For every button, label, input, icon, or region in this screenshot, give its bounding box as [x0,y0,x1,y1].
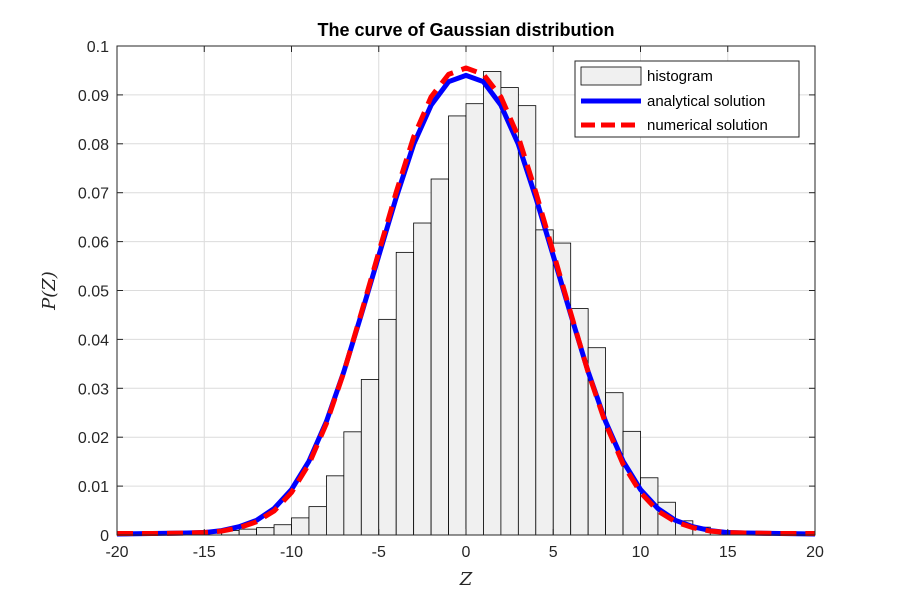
y-tick-label: 0 [100,528,109,545]
legend-label-histogram: histogram [647,68,713,85]
numerical-solution-line [117,65,815,537]
x-tick-label: -10 [280,544,303,561]
histogram-bar [360,379,380,536]
histogram-bar [483,71,502,536]
y-tick-label: 0.05 [78,284,109,301]
x-tick-label: 20 [806,544,824,561]
histogram-bar [343,431,362,536]
histogram-bar [500,87,519,536]
x-tick-label: -5 [372,544,386,561]
histogram-bar [325,475,345,536]
x-axis-label: Z [459,569,473,590]
y-tick-label: 0.08 [78,137,109,154]
x-tick-label: 15 [719,544,737,561]
analytical-solution-line [116,72,816,537]
legend-label-analytical: analytical solution [647,93,765,110]
x-tick-label: -15 [193,544,216,561]
histogram-bar [535,229,554,536]
legend-label-numerical: numerical solution [647,117,768,134]
axis-ticks: -20 -15 -10 -5 0 5 10 15 20 0 0.01 0.02 0.03 0.04 0.05… [78,39,824,561]
histogram-bar [448,115,467,536]
y-tick-label: 0.04 [78,332,109,349]
histogram-bar [291,517,310,536]
y-tick-label: 0.07 [78,186,109,203]
x-tick-label: 5 [549,544,558,561]
histogram-bar [395,251,415,536]
y-tick-label: 0.1 [87,39,109,56]
x-tick-label: 0 [462,544,471,561]
y-tick-label: 0.09 [78,88,109,105]
y-tick-label: 0.01 [78,479,109,496]
histogram-bar [430,178,449,536]
x-tick-label: 10 [632,544,650,561]
y-axis-label: P(Z) [39,271,60,311]
y-tick-label: 0.02 [78,430,109,447]
histogram-bar [273,524,292,536]
histogram-bar [378,318,397,536]
histogram-bar [238,528,257,536]
y-tick-label: 0.06 [78,235,109,252]
legend: histogram analytical solution numerical so… [574,60,800,138]
histogram-bar [413,222,432,536]
legend-swatch-histogram [580,66,642,86]
histogram-bar [308,506,327,536]
series-lines [116,65,816,537]
x-tick-label: -20 [105,544,128,561]
histogram-bar [256,527,275,536]
y-tick-label: 0.03 [78,381,109,398]
histogram-bar [465,103,484,536]
chart-title: The curve of Gaussian distribution [317,20,614,40]
